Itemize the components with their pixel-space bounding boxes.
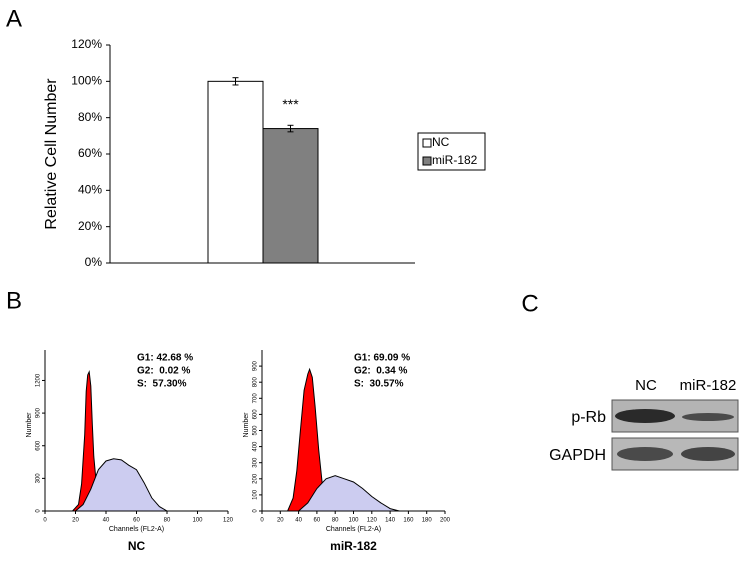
x-tick-label: 100 [348, 518, 359, 524]
x-tick-label: 180 [422, 518, 433, 524]
x-tick-label: 40 [295, 518, 302, 524]
y-tick-label: 900 [253, 360, 259, 371]
y-tick-label: 700 [253, 393, 259, 404]
histogram-area [297, 475, 400, 512]
y-tick-label: 200 [253, 473, 259, 484]
cell-cycle-stat: G2: 0.34 % [354, 366, 407, 377]
x-axis-label: Channels (FL2-A) [326, 526, 381, 533]
y-tick-label: 40% [78, 183, 102, 197]
y-tick-label: 120% [71, 37, 102, 51]
histogram-area [74, 458, 169, 512]
bar [207, 80, 264, 264]
y-tick-label: 900 [36, 407, 42, 418]
significance-label: *** [282, 96, 299, 112]
legend-label: NC [432, 135, 450, 149]
y-tick-label: 1200 [36, 373, 42, 387]
y-tick-label: 400 [253, 441, 259, 452]
y-tick-label: 100% [71, 74, 102, 88]
chart-title: NC [128, 539, 146, 553]
y-tick-label: 300 [36, 473, 42, 484]
x-tick-label: 60 [314, 518, 321, 524]
legend-swatch [422, 156, 432, 166]
x-tick-label: 60 [133, 518, 140, 524]
x-tick-label: 40 [103, 518, 110, 524]
y-tick-label: 60% [78, 146, 102, 160]
y-axis-label: Relative Cell Number [43, 78, 60, 230]
x-tick-label: 200 [440, 518, 451, 524]
x-tick-label: 0 [260, 518, 264, 524]
y-tick-label: 0% [85, 255, 103, 269]
x-tick-label: 80 [332, 518, 339, 524]
x-axis-label: Channels (FL2-A) [109, 526, 164, 533]
row-label: GAPDH [549, 447, 606, 464]
legend-label: miR-182 [432, 153, 478, 167]
y-tick-label: 0 [253, 509, 259, 513]
x-tick-label: 140 [385, 518, 396, 524]
blot-band [681, 447, 735, 461]
cell-cycle-stat: G1: 69.09 % [354, 353, 410, 364]
chart-title: miR-182 [330, 539, 377, 553]
cell-cycle-stat: S: 57.30% [137, 379, 187, 390]
panel-label: B [6, 287, 22, 314]
y-tick-label: 600 [36, 440, 42, 451]
y-tick-label: 600 [253, 409, 259, 420]
blot-band [682, 413, 734, 421]
x-tick-label: 20 [72, 518, 79, 524]
cell-cycle-stat: S: 30.57% [354, 379, 404, 390]
row-label: p-Rb [571, 409, 606, 426]
x-tick-label: 160 [403, 518, 414, 524]
x-tick-label: 80 [164, 518, 171, 524]
western-blot: C NC miR-182 p-Rb GAPDH [521, 290, 739, 471]
legend-swatch [422, 138, 432, 148]
lane-label: miR-182 [680, 377, 737, 394]
x-tick-label: 100 [192, 518, 203, 524]
panel-label: C [521, 290, 538, 317]
panel-label: A [6, 5, 22, 32]
blot-band [617, 447, 673, 461]
y-axis-label: Number [26, 412, 33, 438]
y-tick-label: 20% [78, 219, 102, 233]
lane-label: NC [635, 377, 657, 394]
y-tick-label: 300 [253, 457, 259, 468]
blot-band [615, 409, 675, 423]
cell-cycle-stat: G2: 0.02 % [137, 366, 190, 377]
y-axis-label: Number [243, 412, 250, 438]
y-tick-label: 500 [253, 425, 259, 436]
bar [262, 128, 319, 264]
cell-cycle-stat: G1: 42.68 % [137, 353, 193, 364]
x-tick-label: 120 [223, 518, 234, 524]
x-tick-label: 0 [43, 518, 47, 524]
y-tick-label: 80% [78, 110, 102, 124]
x-tick-label: 120 [367, 518, 378, 524]
y-tick-label: 0 [36, 509, 42, 513]
y-tick-label: 100 [253, 489, 259, 500]
y-tick-label: 800 [253, 377, 259, 388]
x-tick-label: 20 [277, 518, 284, 524]
